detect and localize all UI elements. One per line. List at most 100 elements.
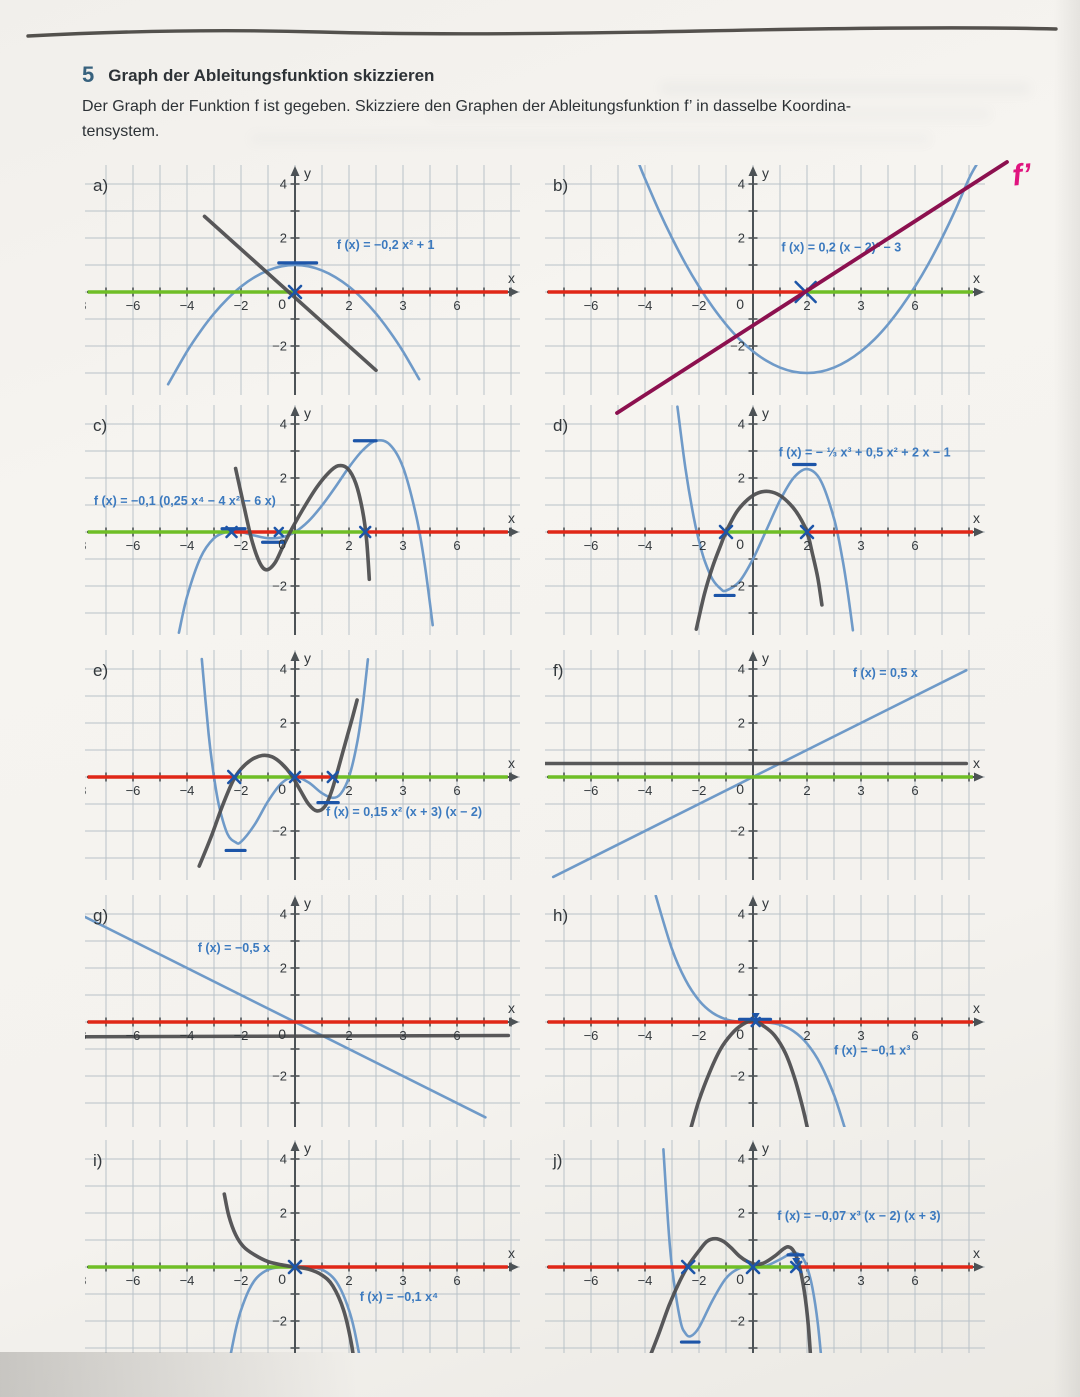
x-tick-label: 2 <box>803 1273 810 1288</box>
derivative-sketch-h <box>689 1018 810 1127</box>
y-tick-label: 2 <box>738 1206 745 1221</box>
zero-x-mark <box>225 525 238 539</box>
y-tick-label: 2 <box>738 961 745 976</box>
x-tick-label: −4 <box>180 1028 195 1043</box>
x-tick-label: 6 <box>911 1028 918 1043</box>
derivative-sketch-g <box>85 1033 511 1039</box>
y-axis-letter: y <box>762 405 769 421</box>
derivative-sketch-c <box>233 463 372 582</box>
x-tick-label: −2 <box>234 783 249 798</box>
x-tick-label: 6 <box>453 538 460 553</box>
derivative-sketch-a <box>202 214 378 373</box>
panel-i-plot: −8 −6 −4 −2 2 3 6 4 2 −2 0 x y i) f (x) = −0,1 x⁴ <box>85 1140 520 1353</box>
x-axis-letter: x <box>508 1245 515 1261</box>
x-tick-label: −2 <box>692 538 707 553</box>
x-tick-label: 2 <box>345 1028 352 1043</box>
x-tick-label: −6 <box>126 1273 141 1288</box>
x-tick-label: −2 <box>692 783 707 798</box>
origin-label: 0 <box>736 536 744 552</box>
y-tick-label: 2 <box>280 1206 287 1221</box>
panel-letter-f: f) <box>553 661 563 680</box>
x-tick-label: −8 <box>85 1273 86 1288</box>
x-tick-label: −8 <box>85 298 86 313</box>
zero-x-mark <box>789 1260 803 1274</box>
function-curve-c <box>177 438 434 634</box>
function-label-g: f (x) = −0,5 x <box>198 941 270 955</box>
panel-letter-a: a) <box>93 176 108 195</box>
y-axis-letter: y <box>304 650 311 666</box>
panel-letter-h: h) <box>553 906 568 925</box>
function-label-f: f (x) = 0,5 x <box>853 666 918 680</box>
x-tick-label: −4 <box>638 1028 653 1043</box>
exercise-header: 5 Graph der Ableitungsfunktion skizzieren… <box>82 62 1012 144</box>
y-axis-letter: y <box>304 165 311 181</box>
zero-x-mark <box>799 524 815 540</box>
x-tick-label: 3 <box>857 298 864 313</box>
y-tick-label: 2 <box>738 471 745 486</box>
y-axis-arrow <box>748 1141 758 1151</box>
x-tick-label: −8 <box>85 538 86 553</box>
zero-x-mark <box>745 1259 761 1275</box>
y-tick-label: 4 <box>738 1152 745 1167</box>
x-axis-letter: x <box>973 270 980 286</box>
x-tick-label: −2 <box>234 538 249 553</box>
zero-x-mark <box>273 526 285 538</box>
x-tick-label: −6 <box>126 538 141 553</box>
x-tick-label: −4 <box>638 538 653 553</box>
origin-label: 0 <box>278 1026 286 1042</box>
derivative-sketch-i <box>222 1192 355 1353</box>
y-tick-label: −2 <box>272 1069 287 1084</box>
x-tick-label: 3 <box>399 1028 406 1043</box>
y-tick-label: −2 <box>730 824 745 839</box>
y-axis-arrow <box>748 166 758 176</box>
origin-label: 0 <box>278 1271 286 1287</box>
x-tick-label: 3 <box>857 538 864 553</box>
y-tick-label: 2 <box>280 231 287 246</box>
function-curve-d <box>676 405 855 632</box>
y-tick-label: −2 <box>272 339 287 354</box>
y-axis-letter: y <box>304 405 311 421</box>
y-tick-label: −2 <box>272 579 287 594</box>
y-tick-label: −2 <box>272 1314 287 1329</box>
y-axis-letter: y <box>304 1140 311 1156</box>
x-tick-label: −4 <box>638 1273 653 1288</box>
panel-letter-b: b) <box>553 176 568 195</box>
y-axis-arrow <box>290 651 300 661</box>
x-tick-label: −6 <box>584 538 599 553</box>
x-axis-arrow <box>974 287 984 297</box>
function-curve-h <box>654 895 846 1127</box>
x-tick-label: 6 <box>453 298 460 313</box>
y-tick-label: 4 <box>280 1152 287 1167</box>
y-tick-label: −2 <box>730 579 745 594</box>
x-axis-arrow <box>974 1017 984 1027</box>
function-label-j: f (x) = −0,07 x³ (x − 2) (x + 3) <box>777 1209 940 1223</box>
panel-letter-j: j) <box>552 1151 562 1170</box>
x-axis-letter: x <box>973 755 980 771</box>
x-tick-label: 3 <box>857 783 864 798</box>
x-tick-label: −8 <box>85 1028 86 1043</box>
x-tick-label: 2 <box>803 298 810 313</box>
zero-x-mark <box>680 1259 696 1275</box>
origin-label: 0 <box>736 1026 744 1042</box>
x-tick-label: 2 <box>345 298 352 313</box>
x-axis-letter: x <box>973 510 980 526</box>
x-axis-arrow <box>974 527 984 537</box>
y-tick-label: 4 <box>738 662 745 677</box>
y-tick-label: 4 <box>280 417 287 432</box>
function-curve-a <box>166 263 421 386</box>
function-label-b: f (x) = 0,2 (x − 2)² − 3 <box>781 241 901 255</box>
y-tick-label: −2 <box>272 824 287 839</box>
y-axis-arrow <box>748 896 758 906</box>
origin-label: 0 <box>736 1271 744 1287</box>
y-tick-label: 2 <box>280 961 287 976</box>
zero-x-mark <box>287 1259 303 1275</box>
zero-x-mark <box>288 770 302 784</box>
x-tick-label: 6 <box>453 1273 460 1288</box>
zero-x-mark <box>226 769 242 785</box>
y-tick-label: −2 <box>730 1069 745 1084</box>
y-tick-label: −2 <box>730 1314 745 1329</box>
exercise-number: 5 <box>82 62 95 87</box>
exercise-instructions: Der Graph der Funktion f ist gegeben. Sk… <box>82 94 1012 144</box>
